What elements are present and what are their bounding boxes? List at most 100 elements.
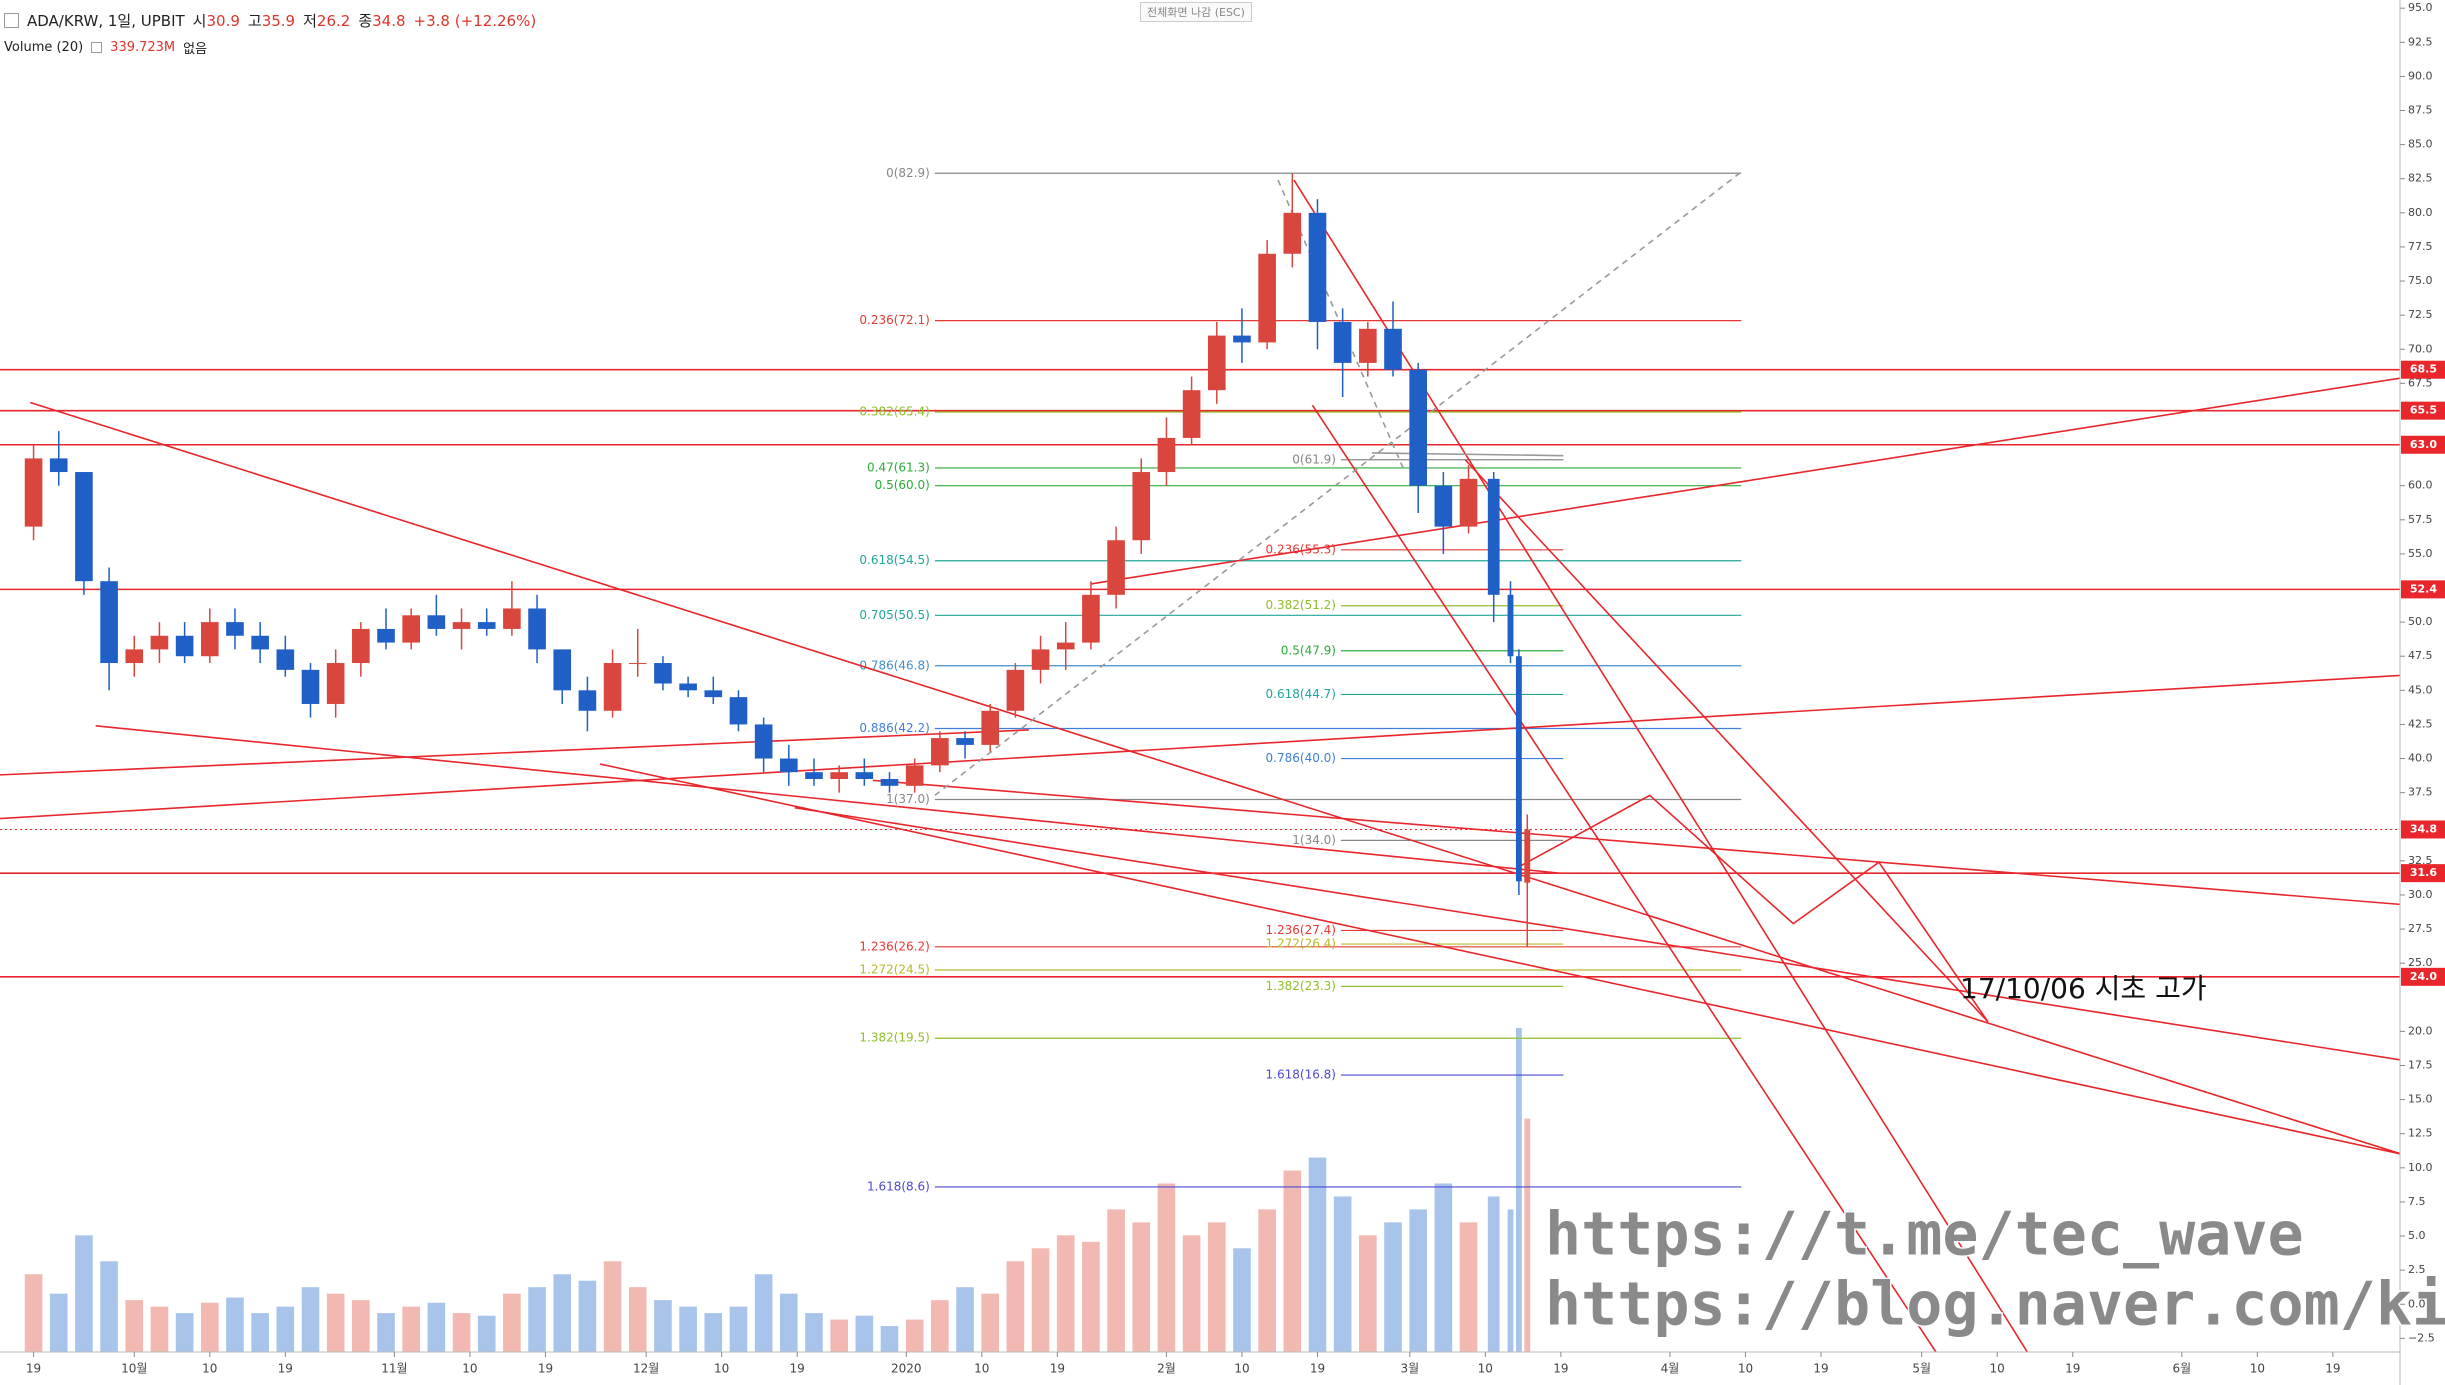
candle-body <box>1107 540 1125 595</box>
y-tick-label: 0.0 <box>2408 1297 2426 1310</box>
fib-label: 0.786(40.0) <box>1266 751 1336 765</box>
candle-body <box>200 622 219 657</box>
trendline <box>29 401 2400 1155</box>
ohlc-label: 저 <box>303 12 317 30</box>
x-tick-label: 10 <box>2250 1362 2265 1376</box>
candle-body <box>276 649 295 670</box>
fib-label: 0.705(50.5) <box>859 608 929 622</box>
x-tick-label: 5월 <box>1912 1362 1931 1376</box>
fib-label: 0.382(65.4) <box>859 405 929 419</box>
fib-label: 1.272(24.5) <box>859 963 929 977</box>
price-tag-label: 65.5 <box>2410 404 2437 417</box>
x-tick-label: 10 <box>202 1362 217 1376</box>
price-tag-label: 63.0 <box>2410 438 2437 451</box>
volume-bar <box>150 1306 169 1352</box>
fib-label: 0.382(51.2) <box>1266 598 1336 612</box>
volume-bar <box>326 1293 345 1352</box>
x-tick-label: 11월 <box>381 1362 407 1376</box>
candle-body <box>150 635 169 650</box>
volume-bar <box>477 1315 496 1352</box>
annotation: 17/10/06 시초 고가 <box>1960 972 2207 1005</box>
ohlc: 저26.2 <box>303 10 350 31</box>
volume-bar <box>200 1302 219 1352</box>
candle-body <box>578 690 597 711</box>
volume-bar <box>503 1293 521 1352</box>
candle-body <box>75 472 93 582</box>
x-tick-label: 10월 <box>121 1362 147 1376</box>
y-tick-label: 7.5 <box>2408 1195 2426 1208</box>
volume-bar <box>125 1300 144 1352</box>
ohlc-label: 종 <box>358 12 373 30</box>
volume-bar <box>1132 1222 1151 1352</box>
candle-body <box>1384 328 1402 370</box>
candle-body <box>1359 328 1377 363</box>
volume-bar <box>1434 1183 1453 1352</box>
volume-bar <box>427 1302 446 1352</box>
price-tag <box>2401 360 2445 379</box>
exit-fullscreen[interactable]: 전체화면 나감 (ESC) <box>1140 2 1252 22</box>
fib-label: 1.618(8.6) <box>867 1179 930 1193</box>
fib-label: 1.236(27.4) <box>1266 923 1336 937</box>
volume-bar <box>276 1306 295 1352</box>
ohlc: 종34.8 <box>358 10 405 31</box>
eye-icon[interactable] <box>91 42 103 53</box>
candle-body <box>905 765 924 786</box>
trendline <box>1090 377 2400 585</box>
candle-body <box>880 779 899 786</box>
fib-label: 0.236(72.1) <box>859 313 929 327</box>
candle-body <box>1132 472 1151 541</box>
y-tick-label: 45.0 <box>2408 683 2433 696</box>
volume-bar <box>603 1261 622 1352</box>
fib-label: 0.786(46.8) <box>859 658 929 672</box>
trendline <box>1519 794 1989 1023</box>
x-tick-label: 3월 <box>1400 1362 1419 1376</box>
volume-bar <box>377 1313 395 1352</box>
candle-body <box>1487 478 1500 595</box>
y-tick-label: 80.0 <box>2408 206 2433 219</box>
y-tick-label: 30.0 <box>2408 888 2433 901</box>
volume-bar <box>1487 1196 1500 1352</box>
fib-label: 0.5(47.9) <box>1281 643 1336 657</box>
volume-bar <box>1283 1170 1302 1352</box>
price-tag <box>2401 820 2445 839</box>
y-tick-label: 2.5 <box>2408 1263 2426 1276</box>
candle-body <box>1515 656 1522 882</box>
watermark: https://t.me/tec_wave <box>1545 1200 2304 1270</box>
fib-label: 0(82.9) <box>886 166 930 180</box>
volume-bar <box>1515 1027 1522 1352</box>
fib-label: 0.886(42.2) <box>859 721 929 735</box>
y-tick-label: 10.0 <box>2408 1161 2433 1174</box>
y-tick-label: 72.5 <box>2408 308 2433 321</box>
symbol[interactable]: ADA/KRW, 1일, UPBIT <box>27 12 185 30</box>
y-tick-label: 5.0 <box>2408 1229 2426 1242</box>
volume-bar <box>830 1319 848 1352</box>
fib-label: 0.5(60.0) <box>875 478 930 492</box>
candle-body <box>1507 594 1514 657</box>
candle-body <box>1157 437 1176 473</box>
candle-body <box>981 710 1000 745</box>
volume-bar <box>226 1297 244 1352</box>
y-tick-label: 12.5 <box>2408 1127 2433 1140</box>
x-tick-label: 10 <box>1738 1362 1753 1376</box>
collapse-icon[interactable] <box>4 13 19 28</box>
volume-label[interactable]: Volume (20) <box>4 40 84 55</box>
volume-bar <box>1082 1241 1100 1352</box>
x-tick-label: 10 <box>462 1362 477 1376</box>
candle-body <box>1459 478 1478 527</box>
volume-bar <box>75 1235 93 1352</box>
volume-bar <box>905 1319 924 1352</box>
candle-body <box>704 690 723 698</box>
candle-body <box>1233 335 1251 343</box>
candle-body <box>528 608 546 650</box>
fib-label: 0.618(54.5) <box>859 553 929 567</box>
candle-body <box>729 697 748 725</box>
candle-body <box>830 772 848 780</box>
y-tick-label: 42.5 <box>2408 717 2433 730</box>
volume-bar <box>654 1300 672 1352</box>
x-tick-label: 19 <box>790 1362 805 1376</box>
volume-bar <box>175 1313 194 1352</box>
volume-bar <box>1258 1209 1276 1352</box>
x-tick-label: 2월 <box>1157 1362 1176 1376</box>
volume-bar <box>780 1293 798 1352</box>
volume-bar <box>1207 1222 1226 1352</box>
